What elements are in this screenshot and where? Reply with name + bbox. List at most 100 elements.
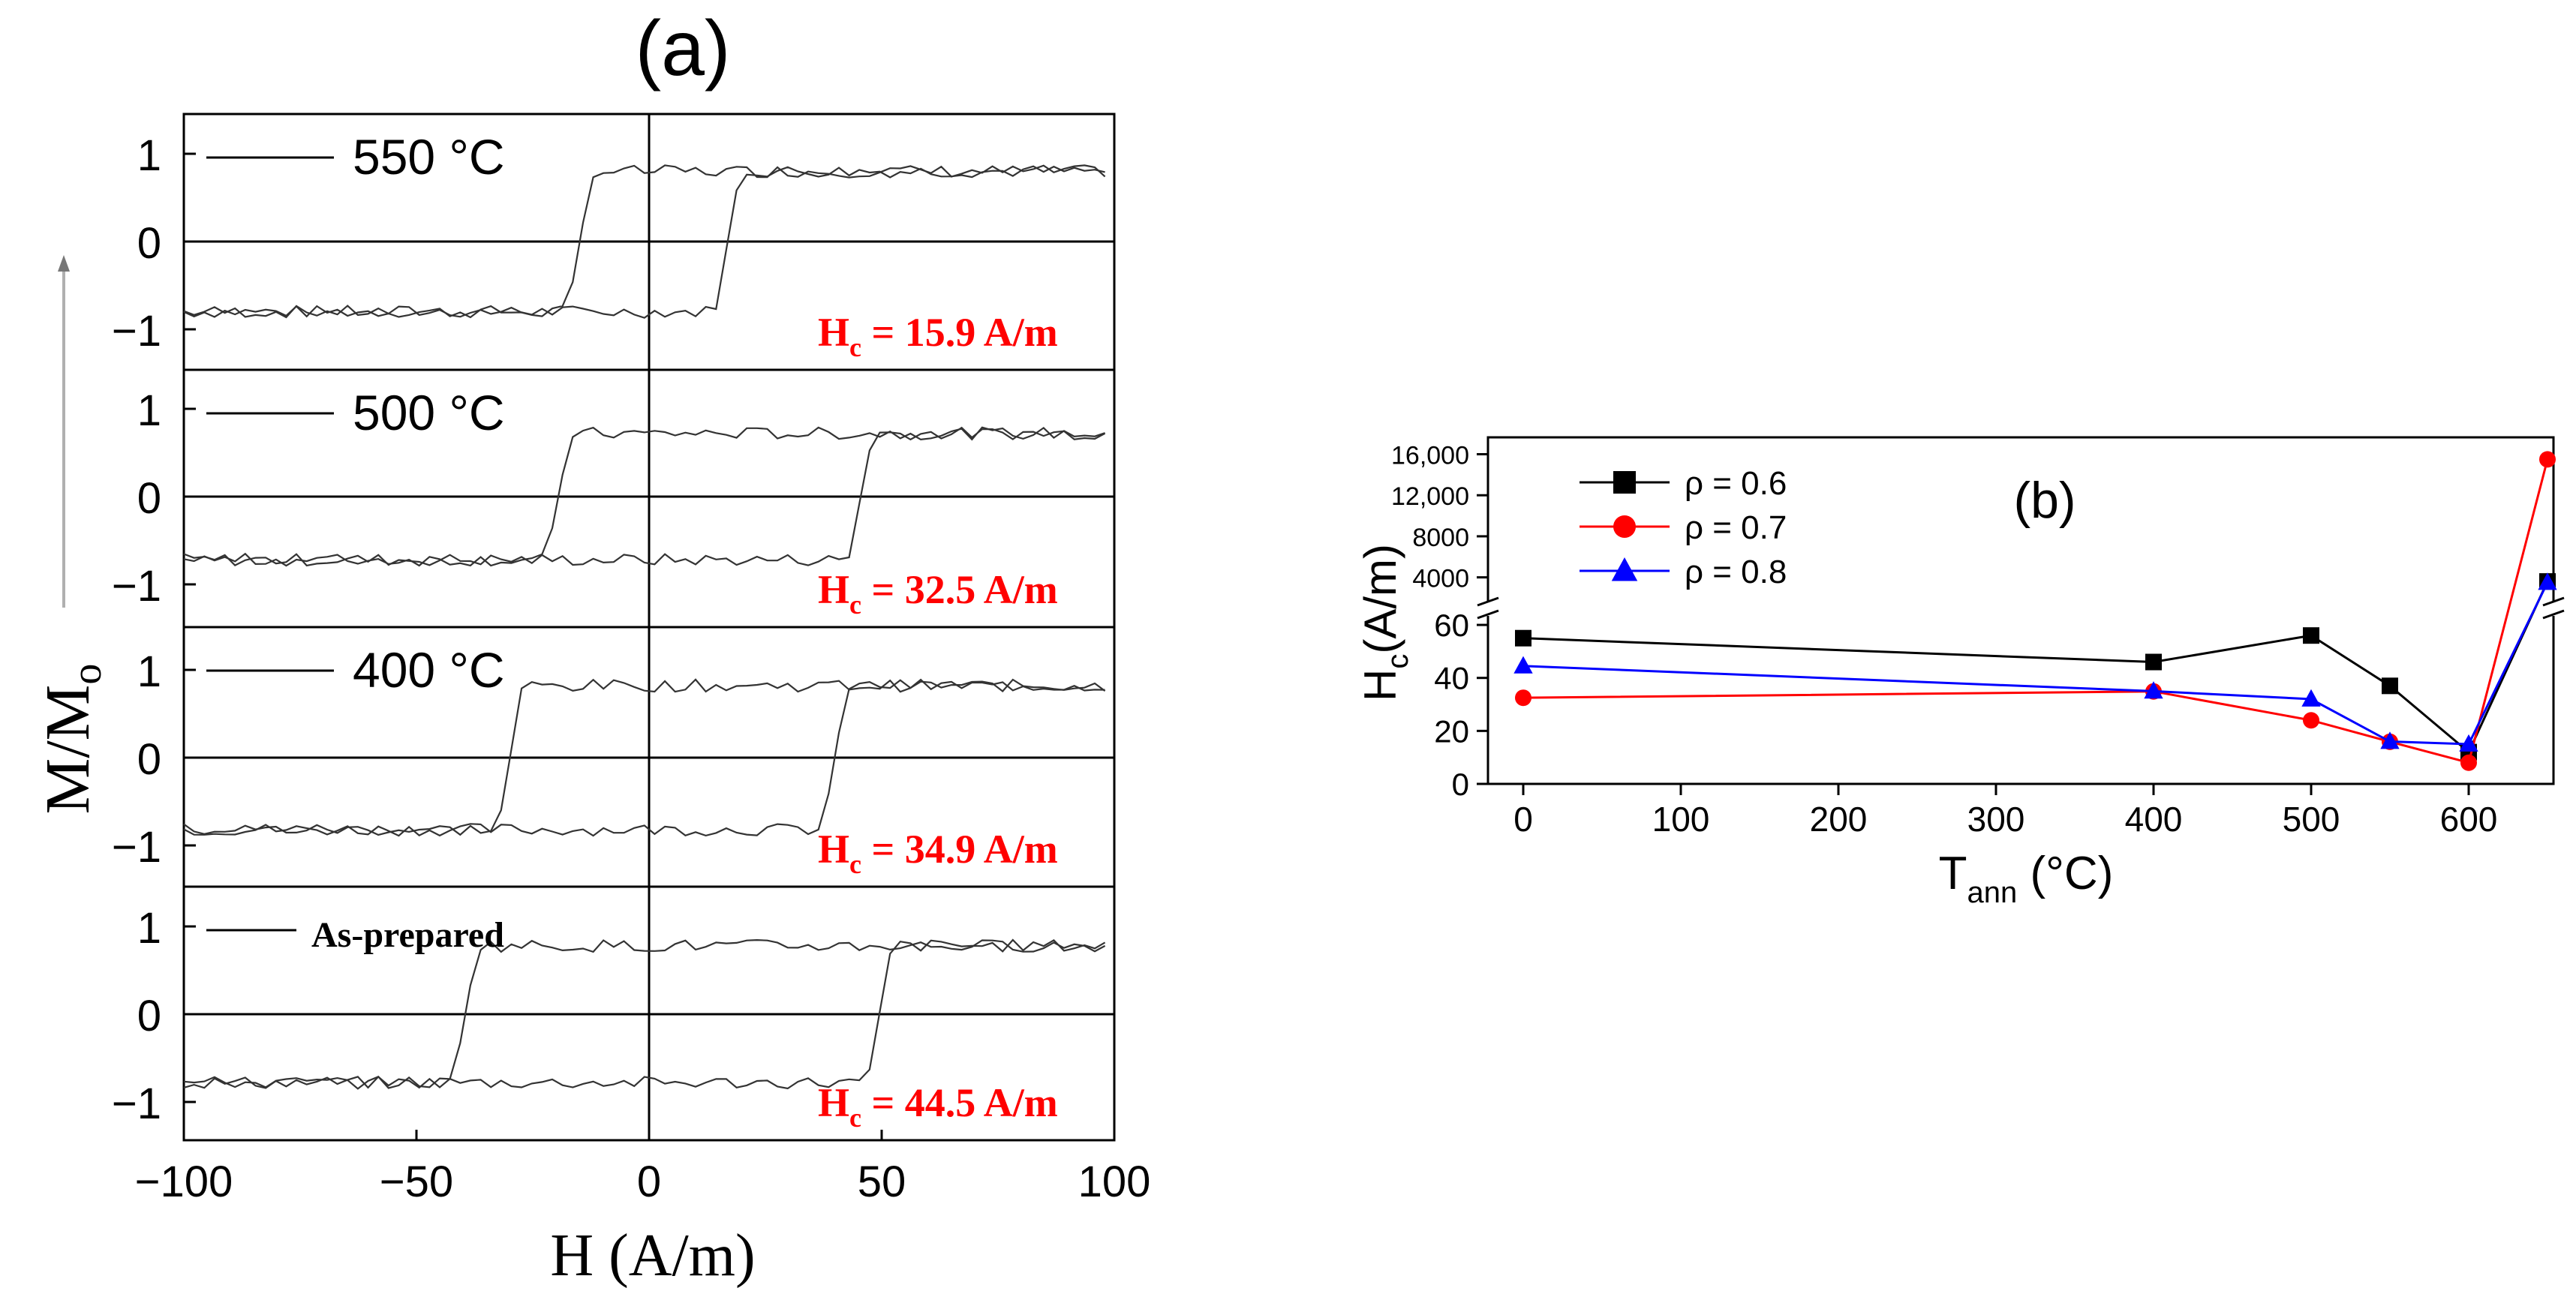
- x-tick-label: 300: [1967, 800, 2025, 839]
- chart-a: (a) 1 0 −1 550 °C Hc = 15.9 A/m 1 0 −1 500 °C Hc …: [33, 5, 1150, 1289]
- y-tick-label: 60: [1434, 608, 1469, 643]
- series-square: [1515, 573, 2556, 761]
- chart-b-x-label: Tann (°C): [1939, 848, 2114, 909]
- coercivity-label: Hc = 44.5 A/m: [818, 1080, 1058, 1133]
- coercivity-symbol: H: [818, 310, 849, 355]
- axis-break-mark: [1477, 596, 1499, 607]
- x-tick-label: −50: [380, 1157, 453, 1206]
- chart-b-title: (b): [2013, 472, 2076, 529]
- chart-b-y-label: Hc(A/m): [1355, 544, 1414, 701]
- coercivity-subscript: c: [849, 1103, 861, 1133]
- y-tick-label: 40: [1434, 661, 1469, 696]
- y-tick-label: 0: [137, 474, 161, 523]
- x-tick-label: 100: [1078, 1157, 1151, 1206]
- data-point: [2382, 677, 2398, 695]
- panel-label: 500 °C: [353, 385, 505, 440]
- legend-marker: [1613, 471, 1636, 494]
- y-tick-label: 20: [1434, 713, 1469, 749]
- chart-a-panels: 1 0 −1 550 °C Hc = 15.9 A/m 1 0 −1 500 °C Hc = 32…: [112, 113, 1116, 1142]
- y-tick-label: 1: [137, 386, 161, 435]
- series-line: [1522, 581, 2549, 746]
- data-point: [1515, 629, 1531, 647]
- coercivity-subscript: c: [849, 849, 861, 879]
- coercivity-value: = 34.9 A/m: [861, 827, 1058, 872]
- chart-a-y-label-main: M/M: [33, 685, 103, 815]
- loop-ascending-branch: [183, 938, 1106, 1090]
- hysteresis-panel: 1 0 −1 As-prepared Hc = 44.5 A/m: [112, 885, 1116, 1142]
- x-tick-label: 500: [2283, 800, 2340, 839]
- series-line: [1522, 459, 2549, 764]
- data-point: [2539, 451, 2556, 468]
- panel-label: 400 °C: [353, 642, 505, 698]
- loop-descending-branch: [183, 426, 1105, 567]
- coercivity-subscript: c: [849, 590, 861, 620]
- chart-a-title: (a): [635, 5, 730, 92]
- y-tick-label: 0: [137, 735, 161, 784]
- y-tick-label: 0: [1452, 767, 1469, 802]
- data-point: [1515, 689, 1531, 707]
- legend-marker: [1613, 515, 1636, 538]
- coercivity-label: Hc = 32.5 A/m: [818, 567, 1058, 620]
- coercivity-symbol: H: [818, 1080, 849, 1125]
- chart-b: 0 100 200 300 400 500 600 0 20 40 60 4000 8000 12,000…: [1355, 436, 2565, 909]
- chart-a-x-axis: −100 −50 0 50 100: [135, 1130, 1151, 1206]
- data-point: [2459, 734, 2478, 752]
- chart-a-x-label: H (A/m): [550, 1223, 755, 1289]
- y-tick-label: 1: [137, 904, 161, 953]
- legend-marker: [1611, 557, 1638, 581]
- chart-b-legend: ρ = 0.6 ρ = 0.7 ρ = 0.8: [1580, 465, 1787, 590]
- axis-break-mark: [1477, 609, 1499, 620]
- series-line: [1522, 581, 2549, 755]
- chart-b-x-label-main: T: [1939, 848, 1967, 899]
- chart-b-x-label-sub: ann: [1967, 876, 2018, 909]
- loop-descending-branch: [183, 938, 1106, 1090]
- chart-b-series: [1513, 451, 2557, 771]
- coercivity-value: = 44.5 A/m: [861, 1080, 1058, 1125]
- y-tick-label: −1: [112, 823, 161, 872]
- x-tick-label: 600: [2440, 800, 2498, 839]
- x-tick-label: 400: [2125, 800, 2183, 839]
- svg-text:Hc(A/m): Hc(A/m): [1355, 544, 1414, 701]
- y-tick-label: 16,000: [1391, 442, 1469, 470]
- x-tick-label: 100: [1652, 800, 1710, 839]
- panel-label: 550 °C: [353, 129, 505, 185]
- hysteresis-panel: 1 0 −1 400 °C Hc = 34.9 A/m: [112, 626, 1116, 888]
- data-point: [2145, 653, 2162, 671]
- x-tick-label: 0: [1513, 800, 1533, 839]
- data-point: [2303, 627, 2319, 644]
- chart-b-x-label-unit: (°C): [2017, 848, 2113, 899]
- loop-descending-branch: [183, 164, 1106, 319]
- data-point: [2144, 681, 2163, 699]
- panel-label: As-prepared: [311, 915, 504, 955]
- data-point: [2303, 712, 2319, 729]
- data-point: [2460, 754, 2477, 771]
- chart-a-y-label-sub: o: [64, 664, 110, 685]
- chart-b-y-label-sub: c: [1381, 654, 1414, 669]
- y-tick-label: 4000: [1412, 565, 1469, 593]
- data-point: [2538, 572, 2557, 590]
- y-tick-label: 1: [137, 647, 161, 696]
- x-tick-label: −100: [135, 1157, 233, 1206]
- axis-break-mark: [2542, 596, 2565, 607]
- x-tick-label: 50: [858, 1157, 906, 1206]
- coercivity-symbol: H: [818, 827, 849, 872]
- coercivity-value: = 15.9 A/m: [861, 310, 1058, 355]
- chart-a-y-label: M/Mo: [33, 664, 110, 815]
- coercivity-label: Hc = 34.9 A/m: [818, 827, 1058, 879]
- chart-b-y-label-main: H: [1355, 669, 1405, 701]
- y-tick-label: −1: [112, 307, 161, 356]
- loop-ascending-branch: [183, 678, 1106, 837]
- y-tick-label: 0: [137, 219, 161, 268]
- y-tick-label: −1: [112, 562, 161, 611]
- x-tick-label: 200: [1810, 800, 1868, 839]
- legend-label: ρ = 0.7: [1685, 509, 1787, 546]
- coercivity-subscript: c: [849, 332, 861, 362]
- data-point: [2380, 731, 2400, 749]
- x-tick-label: 0: [637, 1157, 661, 1206]
- loop-ascending-branch: [183, 426, 1106, 567]
- legend-label: ρ = 0.8: [1685, 554, 1787, 590]
- svg-text:M/Mo: M/Mo: [33, 664, 110, 815]
- coercivity-label: Hc = 15.9 A/m: [818, 310, 1058, 362]
- y-tick-label: 8000: [1412, 524, 1469, 552]
